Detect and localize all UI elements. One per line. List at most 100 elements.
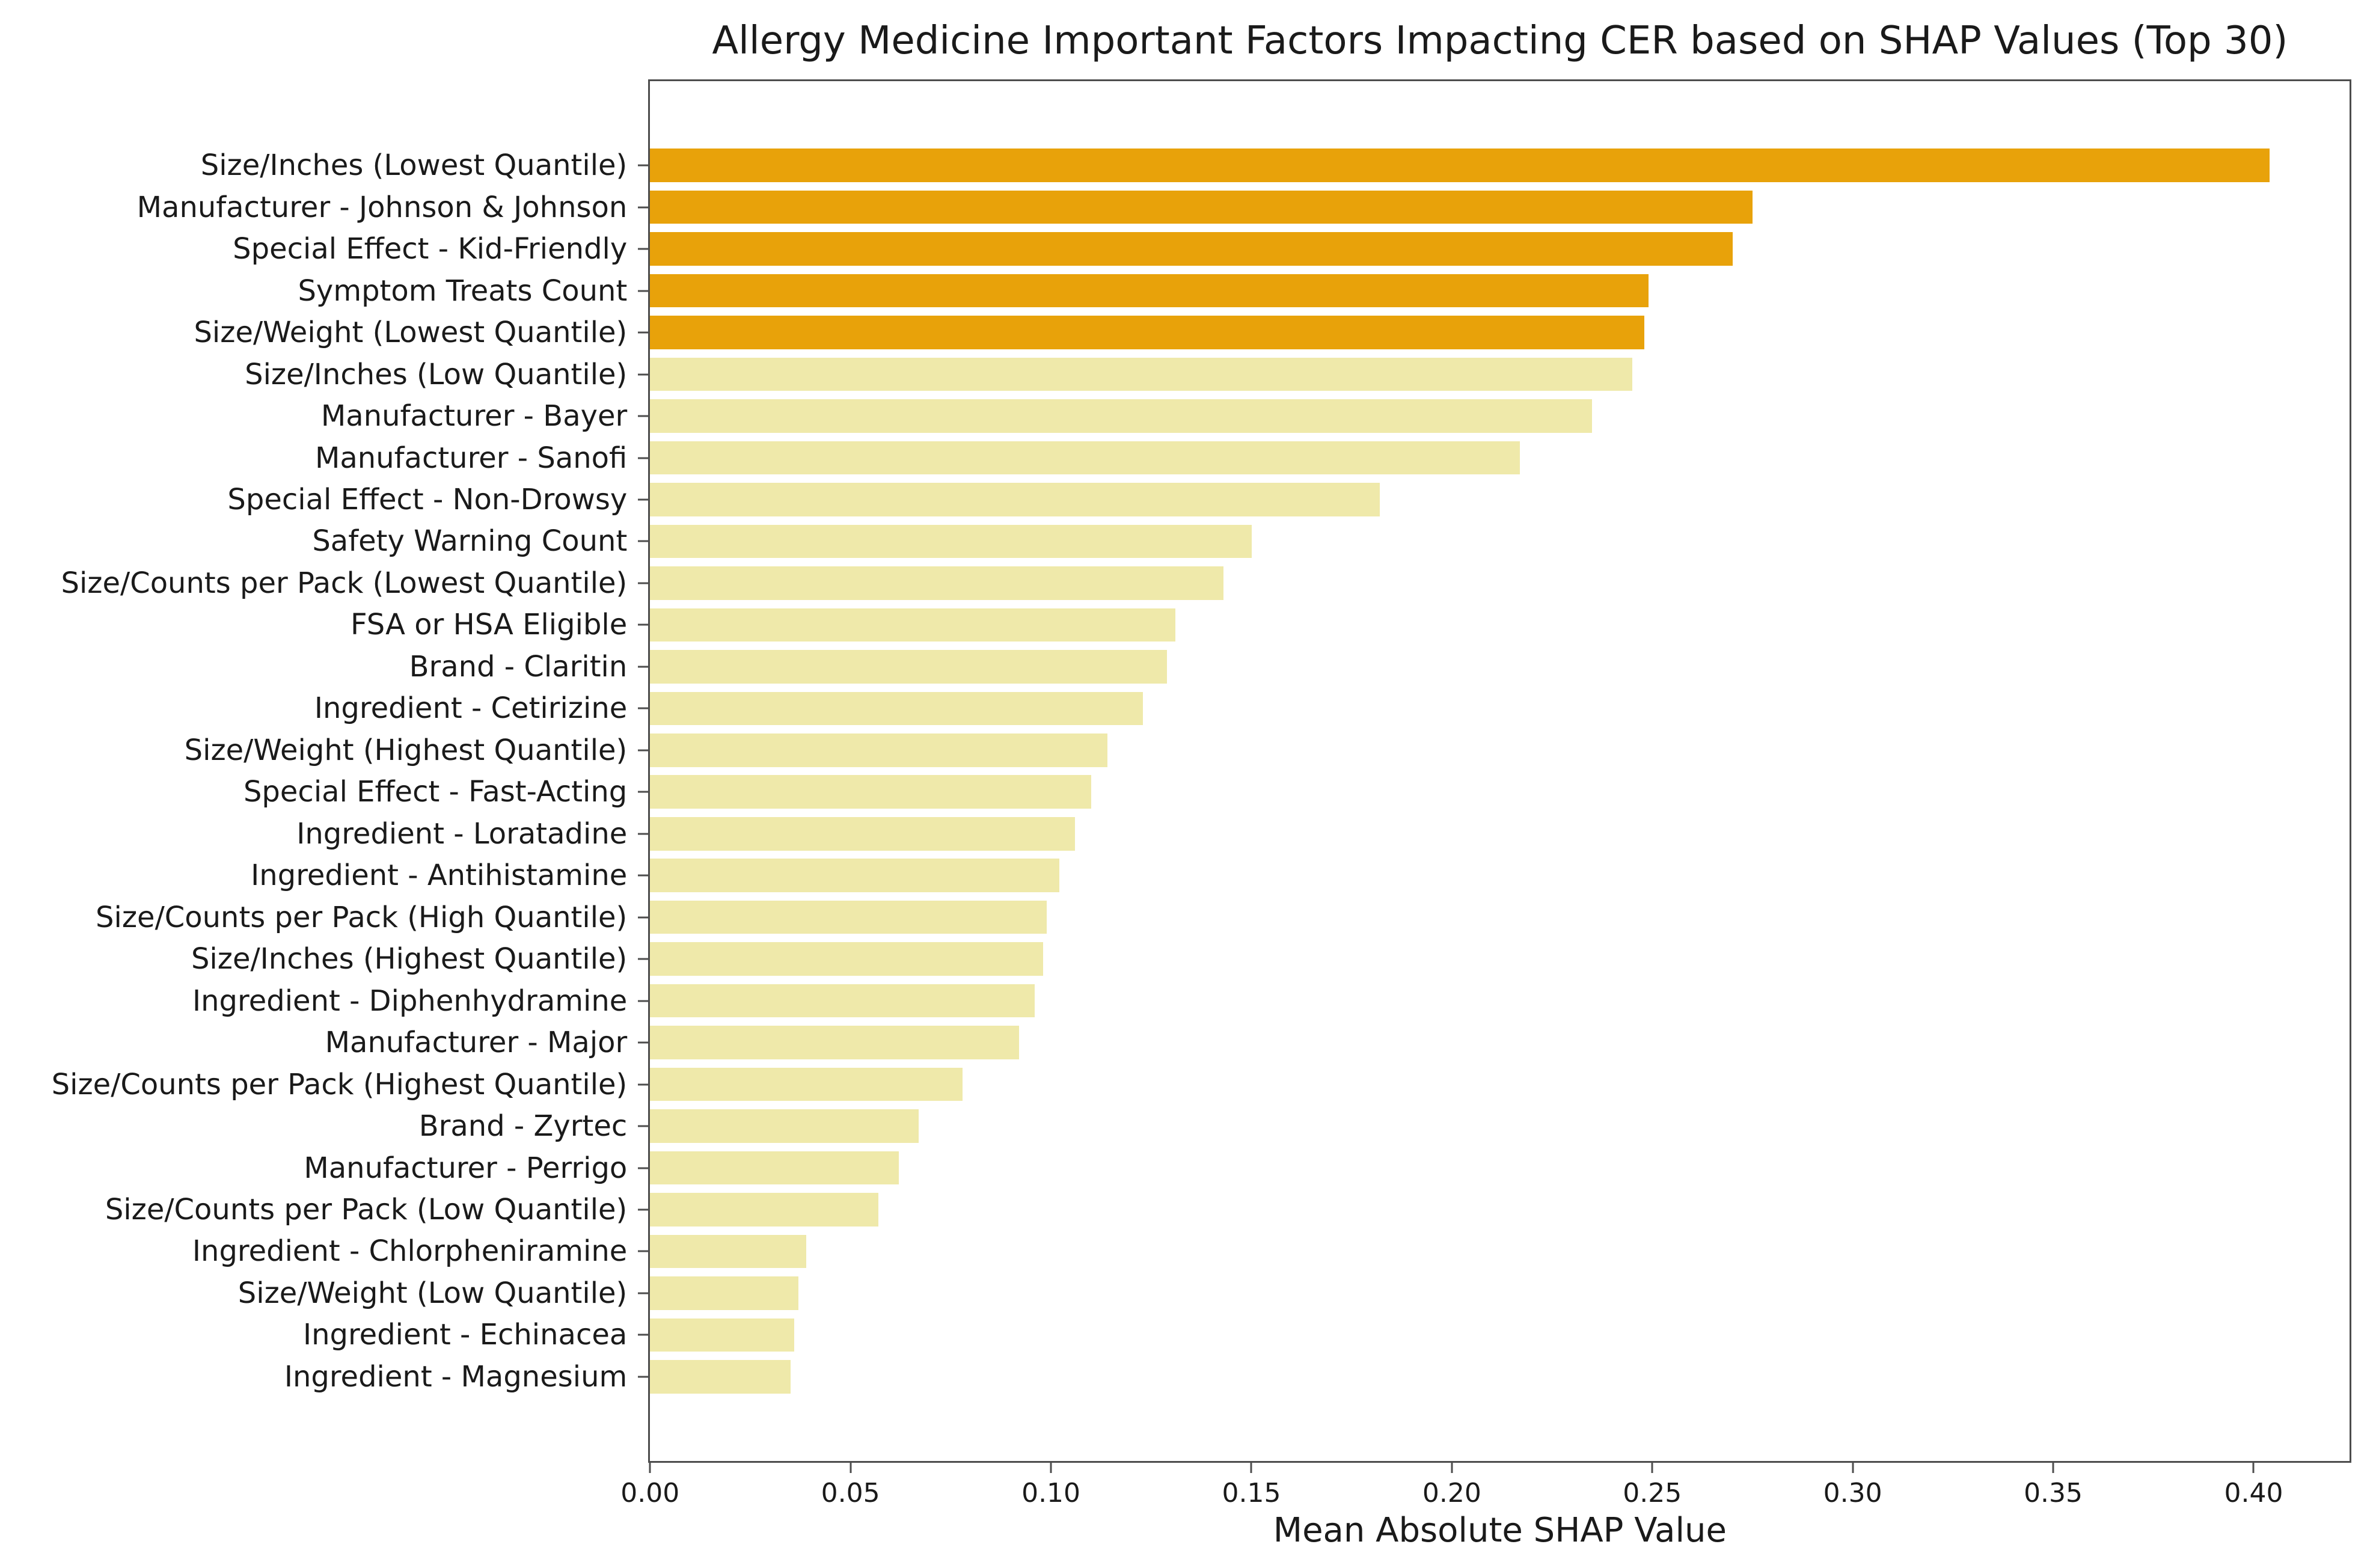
bar — [650, 1318, 795, 1352]
y-tick-label: Manufacturer - Johnson & Johnson — [136, 190, 628, 224]
bar-row: Size/Counts per Pack (Highest Quantile) — [52, 1064, 2350, 1105]
y-tick-label: Manufacturer - Perrigo — [304, 1151, 628, 1185]
y-tick-mark — [638, 833, 649, 835]
bar — [650, 608, 1175, 642]
y-tick-mark — [638, 1208, 649, 1211]
bar — [650, 524, 1252, 559]
y-tick-mark — [638, 916, 649, 919]
bar — [650, 357, 1632, 391]
y-tick-label: Special Effect - Kid-Friendly — [233, 232, 628, 266]
bar — [650, 1360, 791, 1394]
bar-row: Ingredient - Antihistamine — [251, 854, 2350, 896]
bar-row: Safety Warning Count — [312, 521, 2350, 562]
bar — [650, 942, 1043, 976]
y-tick-label: Manufacturer - Major — [325, 1026, 628, 1060]
bar-row: Ingredient - Echinacea — [303, 1314, 2350, 1356]
y-tick-mark — [638, 1167, 649, 1169]
y-tick-label: Special Effect - Fast-Acting — [243, 775, 628, 809]
y-tick-label: Size/Inches (Highest Quantile) — [191, 942, 628, 976]
x-tick-label: 0.00 — [620, 1477, 680, 1508]
bar-row: Manufacturer - Major — [325, 1021, 2350, 1063]
bar-row: Size/Counts per Pack (Low Quantile) — [105, 1189, 2350, 1230]
bar — [650, 190, 1753, 224]
bar — [650, 232, 1733, 266]
bar — [650, 1193, 879, 1227]
y-tick-label: Brand - Zyrtec — [418, 1109, 628, 1144]
x-tick-mark — [1852, 1462, 1854, 1473]
bar-row: Brand - Claritin — [409, 646, 2350, 687]
bar-row: Manufacturer - Johnson & Johnson — [137, 186, 2350, 228]
bar — [650, 1026, 1019, 1059]
bar — [650, 441, 1520, 475]
y-tick-label: Manufacturer - Bayer — [320, 399, 628, 433]
plot-area: Size/Inches (Lowest Quantile) Manufacture… — [52, 79, 2352, 1508]
chart-title: Allergy Medicine Important Factors Impac… — [712, 18, 2288, 63]
y-tick-mark — [638, 1292, 649, 1294]
bar-row: Size/Weight (Lowest Quantile) — [194, 311, 2350, 353]
bar — [650, 650, 1168, 684]
bar — [650, 816, 1076, 851]
x-tick-mark — [2052, 1462, 2054, 1473]
y-tick-label: Ingredient - Echinacea — [302, 1318, 628, 1352]
y-tick-mark — [638, 373, 649, 376]
bar-row: Size/Counts per Pack (High Quantile) — [96, 896, 2350, 938]
y-tick-label: Ingredient - Antihistamine — [251, 859, 628, 893]
x-tick-mark — [1651, 1462, 1653, 1473]
x-tick-mark — [850, 1462, 852, 1473]
y-tick-label: Size/Weight (Low Quantile) — [237, 1276, 628, 1310]
y-tick-mark — [638, 791, 649, 793]
y-tick-label: Size/Counts per Pack (High Quantile) — [96, 900, 628, 934]
bar-row: Size/Counts per Pack (Lowest Quantile) — [61, 562, 2350, 604]
x-tick-label: 0.20 — [1422, 1477, 1481, 1508]
bar — [650, 900, 1047, 934]
y-tick-mark — [638, 1041, 649, 1044]
x-tick-label: 0.05 — [821, 1477, 880, 1508]
y-tick-label: Size/Counts per Pack (Highest Quantile) — [51, 1067, 628, 1101]
bar — [650, 1109, 919, 1143]
y-tick-mark — [638, 707, 649, 709]
y-tick-mark — [638, 582, 649, 584]
bar — [650, 1151, 899, 1185]
y-tick-label: Size/Inches (Low Quantile) — [245, 357, 628, 391]
y-tick-mark — [638, 248, 649, 250]
y-tick-mark — [638, 1250, 649, 1252]
y-tick-label: Manufacturer - Sanofi — [314, 441, 628, 475]
x-tick-label: 0.30 — [1823, 1477, 1882, 1508]
bar-row: Ingredient - Loratadine — [296, 813, 2350, 854]
bar — [650, 733, 1107, 767]
y-tick-label: Size/Counts per Pack (Low Quantile) — [105, 1192, 628, 1227]
y-tick-mark — [638, 1083, 649, 1086]
x-axis-label: Mean Absolute SHAP Value — [1273, 1510, 1727, 1550]
y-tick-label: Size/Inches (Lowest Quantile) — [200, 149, 628, 183]
y-tick-label: FSA or HSA Eligible — [351, 608, 628, 642]
y-tick-mark — [638, 457, 649, 459]
y-tick-mark — [638, 1000, 649, 1002]
y-tick-mark — [638, 498, 649, 501]
bar-row: Ingredient - Cetirizine — [314, 688, 2350, 729]
bar-row: Manufacturer - Sanofi — [315, 437, 2350, 479]
bar-row: Ingredient - Magnesium — [284, 1356, 2350, 1397]
y-tick-label: Safety Warning Count — [312, 524, 628, 559]
y-tick-label: Ingredient - Magnesium — [284, 1359, 628, 1394]
x-tick-label: 0.10 — [1021, 1477, 1081, 1508]
x-tick-label: 0.40 — [2224, 1477, 2283, 1508]
bar — [650, 274, 1649, 308]
bar-row: Special Effect - Non-Drowsy — [227, 479, 2350, 520]
y-tick-mark — [638, 1376, 649, 1378]
bar-row: Symptom Treats Count — [298, 270, 2350, 311]
bar — [650, 691, 1144, 726]
y-tick-label: Size/Weight (Highest Quantile) — [184, 733, 628, 767]
bar-row: Size/Inches (Highest Quantile) — [191, 938, 2350, 979]
bar — [650, 1276, 799, 1310]
y-tick-mark — [638, 1334, 649, 1336]
y-tick-label: Size/Counts per Pack (Lowest Quantile) — [61, 566, 628, 600]
bar — [650, 775, 1091, 809]
x-tick-mark — [2252, 1462, 2255, 1473]
bar — [650, 149, 2270, 183]
y-tick-label: Ingredient - Chlorpheniramine — [192, 1234, 628, 1269]
bar — [650, 984, 1035, 1018]
y-tick-label: Brand - Claritin — [409, 649, 628, 684]
bar — [650, 483, 1380, 516]
bar-row: Size/Weight (Highest Quantile) — [185, 729, 2350, 771]
